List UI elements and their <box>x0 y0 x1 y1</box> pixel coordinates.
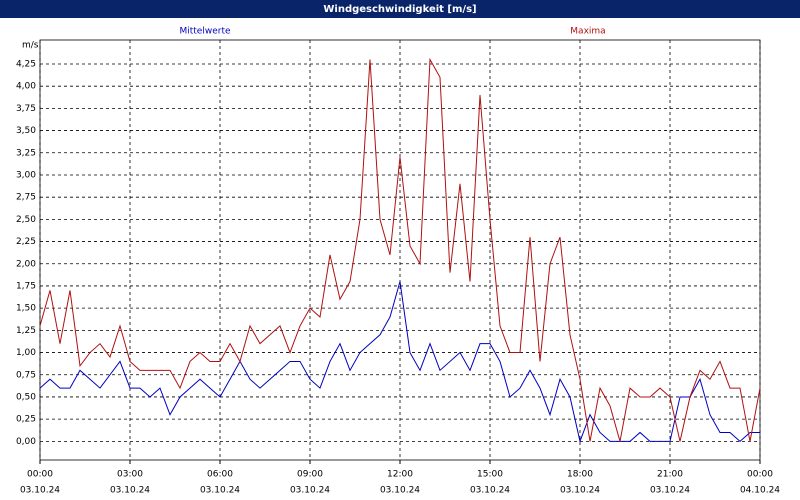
x-tick-label: 06:00 <box>207 470 233 480</box>
y-tick-label: 0,25 <box>16 415 36 425</box>
y-tick-label: 3,75 <box>16 104 36 114</box>
series-line <box>39 281 760 444</box>
x-tick-label: 09:00 <box>297 470 323 480</box>
y-tick-label: 1,00 <box>16 348 36 358</box>
x-tick-date: 03.10.24 <box>650 486 690 496</box>
y-tick-label: 3,00 <box>16 170 36 180</box>
legend-label: Maxima <box>570 27 605 37</box>
x-tick-date: 03.10.24 <box>290 486 330 496</box>
y-tick-label: 1,25 <box>16 326 36 336</box>
x-tick-label: 12:00 <box>387 470 413 480</box>
x-tick-date: 03.10.24 <box>20 486 60 496</box>
x-tick-label: 00:00 <box>747 470 773 480</box>
y-tick-label: 4,25 <box>16 59 36 69</box>
y-unit: m/s <box>22 41 39 51</box>
y-tick-label: 0,00 <box>16 437 36 447</box>
y-tick-label: 1,50 <box>16 304 36 314</box>
x-tick-label: 03:00 <box>117 470 143 480</box>
chart-title: Windgeschwindigkeit [m/s] <box>323 4 476 15</box>
y-tick-label: 2,00 <box>16 259 36 269</box>
title-bar <box>0 0 800 18</box>
y-tick-label: 1,75 <box>16 281 36 291</box>
y-tick-label: 3,50 <box>16 126 36 136</box>
legend-label: Mittelwerte <box>179 27 230 37</box>
y-tick-label: 4,00 <box>16 82 36 92</box>
y-tick-label: 2,25 <box>16 237 36 247</box>
x-tick-label: 15:00 <box>477 470 503 480</box>
x-tick-label: 18:00 <box>567 470 593 480</box>
series-line <box>39 57 761 442</box>
x-tick-date: 03.10.24 <box>110 486 150 496</box>
x-tick-date: 03.10.24 <box>470 486 510 496</box>
y-tick-label: 2,50 <box>16 215 36 225</box>
x-tick-label: 21:00 <box>657 470 683 480</box>
y-tick-label: 2,75 <box>16 193 36 203</box>
x-tick-date: 03.10.24 <box>200 486 240 496</box>
x-tick-date: 04.10.24 <box>740 486 780 496</box>
x-tick-date: 03.10.24 <box>560 486 600 496</box>
y-tick-label: 0,75 <box>16 370 36 380</box>
x-tick-date: 03.10.24 <box>380 486 420 496</box>
x-tick-label: 00:00 <box>27 470 53 480</box>
y-tick-label: 0,50 <box>16 392 36 402</box>
y-tick-label: 3,25 <box>16 148 36 158</box>
